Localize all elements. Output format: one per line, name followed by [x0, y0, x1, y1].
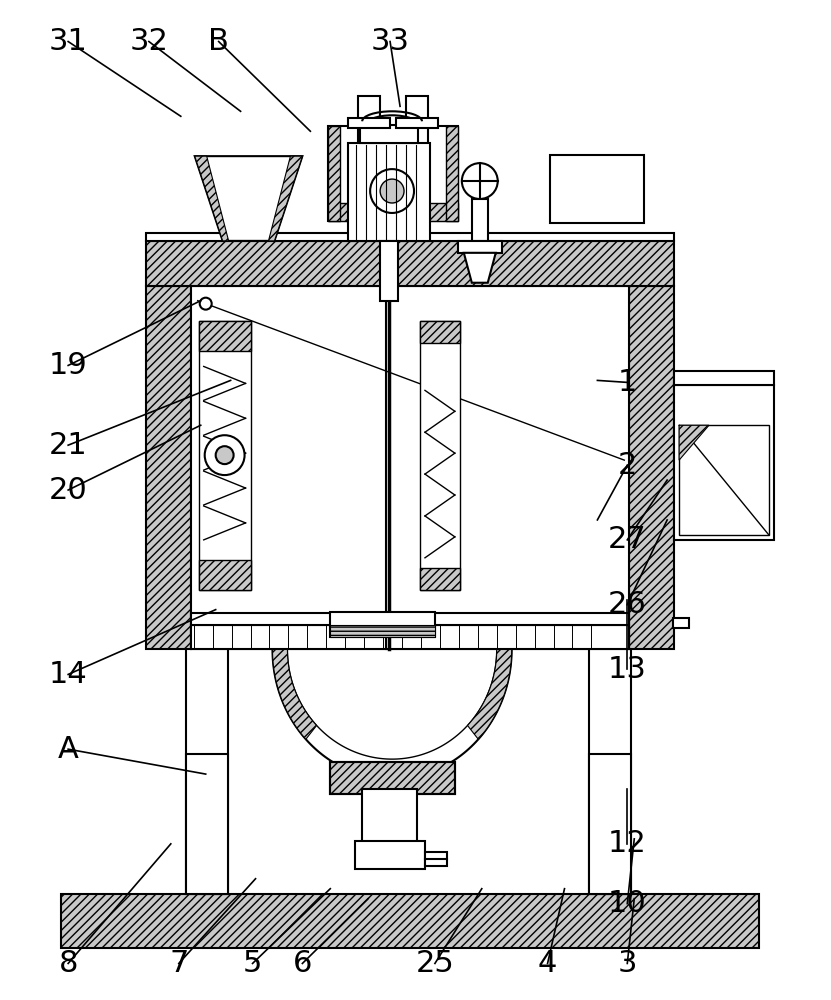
Polygon shape [268, 156, 302, 241]
Text: 3: 3 [617, 949, 637, 978]
Bar [146, 241, 674, 286]
Bar [146, 233, 674, 241]
Text: 25: 25 [416, 949, 455, 978]
Text: 10: 10 [608, 889, 647, 918]
Text: 4: 4 [538, 949, 558, 978]
Bar [330, 762, 455, 794]
Bar [348, 143, 430, 241]
Polygon shape [273, 649, 317, 739]
Bar [420, 321, 460, 343]
Bar [472, 199, 488, 241]
Bar [420, 321, 460, 590]
Text: 14: 14 [49, 660, 87, 689]
Bar [589, 645, 632, 894]
Bar [328, 126, 340, 221]
Bar [61, 894, 759, 948]
Text: 27: 27 [608, 525, 647, 554]
Text: 21: 21 [49, 431, 87, 460]
Bar [589, 754, 632, 894]
Bar [458, 241, 502, 253]
Bar [360, 125, 418, 143]
Bar [425, 852, 447, 866]
Bar [446, 126, 458, 221]
Circle shape [370, 169, 414, 213]
Circle shape [380, 179, 404, 203]
Text: 1: 1 [617, 368, 637, 397]
Bar [199, 321, 251, 590]
Polygon shape [194, 156, 302, 241]
Polygon shape [194, 156, 229, 241]
Text: 31: 31 [49, 27, 87, 56]
Bar [355, 841, 425, 869]
Circle shape [204, 435, 244, 475]
Bar [549, 155, 644, 223]
Circle shape [216, 446, 234, 464]
Bar [674, 385, 774, 540]
Bar [186, 754, 228, 894]
Circle shape [462, 163, 498, 199]
Bar [330, 625, 435, 637]
Bar [328, 203, 458, 221]
Bar [673, 618, 689, 628]
Text: 6: 6 [293, 949, 312, 978]
Text: B: B [209, 27, 229, 56]
Bar [362, 789, 417, 844]
Bar [358, 96, 380, 146]
Bar [199, 560, 251, 590]
Bar [199, 321, 251, 351]
Text: 33: 33 [371, 27, 410, 56]
Text: 26: 26 [608, 590, 647, 619]
Text: 20: 20 [49, 476, 87, 505]
Bar [146, 286, 191, 649]
Bar [679, 425, 769, 535]
Bar [330, 762, 455, 794]
Text: 7: 7 [169, 949, 189, 978]
Bar [406, 96, 428, 146]
Text: 19: 19 [49, 351, 87, 380]
Bar [420, 568, 460, 590]
Text: 8: 8 [58, 949, 78, 978]
Bar [191, 286, 629, 649]
Text: A: A [57, 735, 79, 764]
Polygon shape [679, 425, 709, 460]
Bar [396, 118, 438, 128]
Bar [328, 126, 458, 221]
Text: 13: 13 [607, 655, 647, 684]
Text: 5: 5 [243, 949, 263, 978]
Bar [348, 118, 390, 128]
Bar [191, 613, 629, 625]
Text: 12: 12 [608, 829, 647, 858]
Bar [186, 645, 228, 894]
Bar [629, 286, 674, 649]
Bar [380, 241, 398, 301]
Bar [191, 625, 629, 649]
Bar [330, 612, 435, 637]
Polygon shape [468, 649, 512, 739]
Bar [674, 371, 774, 385]
Text: 32: 32 [130, 27, 169, 56]
Polygon shape [464, 253, 496, 283]
Circle shape [199, 298, 212, 310]
Text: 2: 2 [617, 451, 637, 480]
